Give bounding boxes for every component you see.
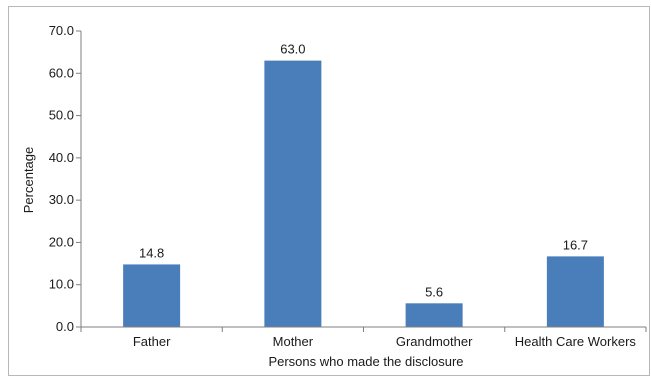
x-tick-label: Grandmother (396, 334, 473, 349)
y-tick-label: 10.0 (49, 277, 74, 292)
y-tick-label: 60.0 (49, 65, 74, 80)
x-tick-label: Health Care Workers (515, 334, 637, 349)
y-axis-title: Percentage (21, 147, 36, 214)
chart-frame (8, 6, 650, 376)
y-axis-ticks: 0.0 10.0 20.0 30.0 40.0 50.0 60.0 70.0 (49, 23, 81, 334)
bar-value-label: 16.7 (563, 237, 588, 252)
bar-mother (264, 60, 322, 327)
value-labels: 14.8 63.0 5.6 16.7 (139, 42, 588, 300)
bar-value-label: 63.0 (280, 42, 305, 57)
y-tick-label: 20.0 (49, 234, 74, 249)
y-tick-label: 40.0 (49, 150, 74, 165)
y-tick-label: 30.0 (49, 192, 74, 207)
bars (123, 60, 604, 327)
y-tick-label: 70.0 (49, 23, 74, 38)
x-axis-tick-labels: Father Mother Grandmother Health Care Worke… (80, 327, 647, 349)
bar-value-label: 5.6 (425, 284, 443, 299)
x-tick-label: Father (133, 334, 171, 349)
x-tick-label: Mother (273, 334, 314, 349)
bar-grandmother (405, 303, 463, 327)
x-axis-title: Persons who made the disclosure (268, 354, 463, 369)
bar-father (123, 264, 181, 327)
bar-health-care-workers (546, 256, 604, 327)
y-tick-label: 0.0 (56, 319, 74, 334)
y-tick-label: 50.0 (49, 108, 74, 123)
bar-value-label: 14.8 (139, 245, 164, 260)
